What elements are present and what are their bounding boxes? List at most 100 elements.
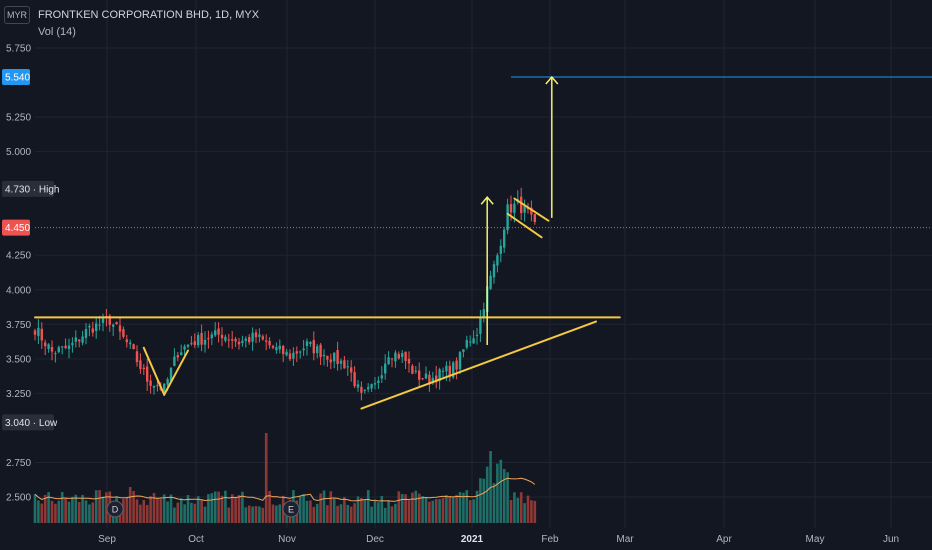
volume-bar <box>40 503 44 523</box>
price-axis[interactable]: 5.750 5.250 5.000 4.250 4.000 3.750 3.500 3.250… <box>2 44 59 504</box>
candle-body <box>319 344 322 358</box>
volume-bar <box>241 491 244 523</box>
volume-bar <box>258 506 261 523</box>
price-tick-label: 5.250 <box>6 113 31 124</box>
candle-body <box>448 365 451 376</box>
volume-bar <box>166 501 169 523</box>
time-axis[interactable]: Sep Oct Nov Dec 2021 Feb Mar Apr May Jun <box>98 534 899 545</box>
volume-bar <box>43 494 47 523</box>
volume-bar <box>421 496 424 523</box>
candle-body <box>370 384 373 389</box>
volume-bar <box>237 494 241 523</box>
volume-bar <box>101 496 105 523</box>
candle-body <box>326 355 329 360</box>
symbol-title[interactable]: FRONTKEN CORPORATION BHD, 1D, MYX <box>38 9 260 21</box>
volume-bar <box>84 500 88 523</box>
candle-body <box>350 367 353 373</box>
candle-body <box>190 343 193 345</box>
candle-body <box>176 355 179 358</box>
candle-body <box>40 328 43 341</box>
candle-body <box>492 264 496 278</box>
volume-indicator-label[interactable]: Vol (14) <box>38 26 76 38</box>
candle-body <box>367 387 370 390</box>
volume-bar <box>220 495 224 523</box>
candle-body <box>78 339 81 342</box>
volume-bar <box>387 500 390 523</box>
volume-bar <box>339 504 343 523</box>
candle-body <box>299 351 302 353</box>
volume-bar <box>135 499 139 523</box>
candle-body <box>231 339 234 341</box>
volume-bar <box>404 494 407 523</box>
volume-bar <box>77 501 81 523</box>
volume-bar <box>336 505 339 523</box>
candle-body <box>163 383 166 393</box>
candle-body <box>169 367 173 382</box>
volume-bar <box>482 478 486 523</box>
candle-body <box>496 255 499 266</box>
candle-body <box>101 317 105 323</box>
event-marker <box>106 500 124 518</box>
candle-body <box>309 342 312 344</box>
candle-body <box>520 196 523 214</box>
candle-body <box>445 365 448 372</box>
candle-body <box>152 385 156 388</box>
time-tick-label: Jun <box>883 534 899 545</box>
candle-body <box>81 336 84 343</box>
candle-body <box>489 275 492 289</box>
volume-bar <box>445 495 448 523</box>
candle-body <box>285 351 288 356</box>
volume-bar <box>128 487 132 523</box>
volume-bar <box>417 493 421 523</box>
candle-body <box>258 334 261 337</box>
volume-bar <box>312 506 316 523</box>
volume-bar <box>479 478 482 523</box>
dip-v-right <box>163 349 189 396</box>
candle-body <box>61 346 64 348</box>
candle-body <box>217 328 220 335</box>
candle-body <box>441 370 445 372</box>
volume-bar <box>465 490 469 523</box>
volume-bar <box>305 500 309 523</box>
volume-bar <box>247 505 251 523</box>
candle-body <box>64 345 67 349</box>
time-tick-label: Sep <box>98 534 116 545</box>
candle-body <box>193 341 196 346</box>
candle-body <box>377 380 380 383</box>
candle-body <box>37 327 40 337</box>
candle-body <box>316 346 319 354</box>
volume-bar <box>169 494 173 523</box>
candle-body <box>390 358 394 360</box>
volume-bar <box>397 491 401 523</box>
volume-bar <box>183 504 186 523</box>
candle-body <box>428 374 431 385</box>
volume-bar <box>71 496 74 523</box>
volume-bar <box>54 503 57 523</box>
drawing-annotations[interactable] <box>34 75 932 410</box>
volume-ma-line <box>34 477 536 502</box>
volume-bar <box>91 502 95 523</box>
currency-badge[interactable]: MYR <box>4 6 30 24</box>
candle-body <box>472 338 475 344</box>
candle-body <box>533 213 536 222</box>
candle-body <box>244 338 247 341</box>
candle-body <box>394 352 397 362</box>
volume-bar <box>390 506 394 523</box>
candle-body <box>469 341 472 343</box>
candle-body <box>149 380 152 386</box>
volume-bar <box>203 506 207 523</box>
volume-bar <box>468 500 472 523</box>
volume-bar <box>156 497 159 523</box>
volume-bar <box>472 499 475 523</box>
volume-bar <box>343 497 346 523</box>
candle-body <box>203 339 207 345</box>
candle-body <box>146 366 149 382</box>
volume-bar <box>227 507 231 523</box>
candle-body <box>275 347 278 351</box>
volume-bar <box>448 496 452 523</box>
volume-bar <box>261 507 265 523</box>
volume-bar <box>431 500 435 523</box>
